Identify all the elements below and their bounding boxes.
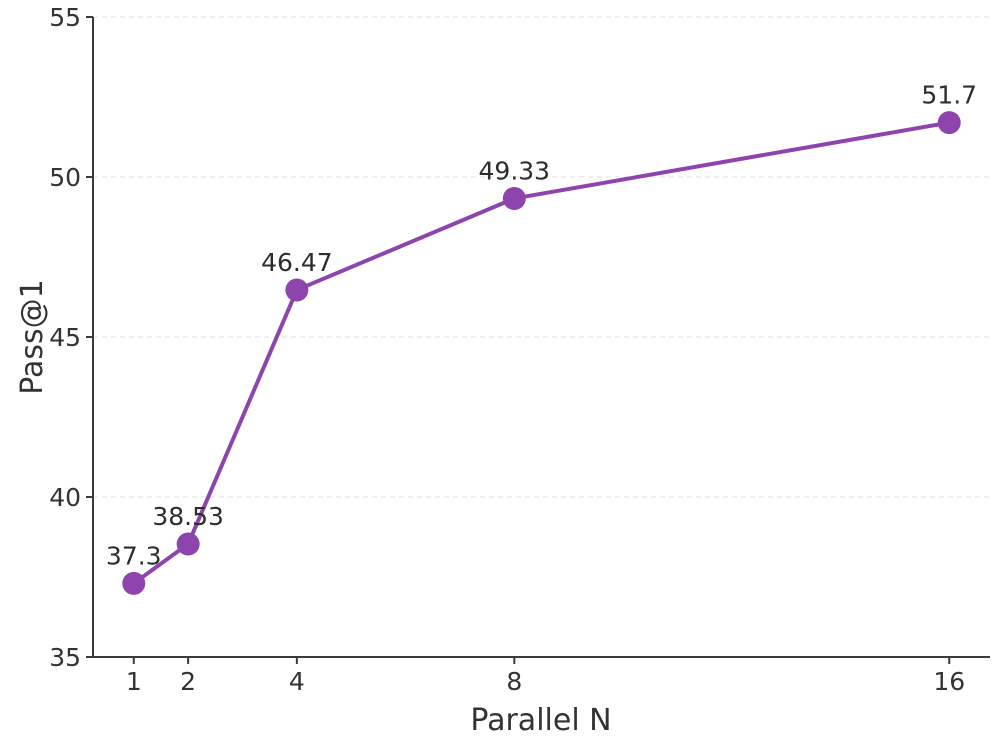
y-tick-label: 50: [49, 163, 81, 192]
data-point: [502, 186, 526, 210]
data-point-label: 38.53: [152, 502, 224, 531]
y-tick-label: 40: [49, 483, 81, 512]
series-layer: [122, 111, 961, 595]
x-tick-label: 1: [126, 667, 142, 696]
x-axis-label: Parallel N: [470, 703, 611, 738]
y-tick-label: 45: [49, 323, 81, 352]
gridlines-layer: [93, 16, 990, 658]
data-point-label: 46.47: [261, 248, 333, 277]
data-point: [285, 278, 309, 302]
series-line: [131, 120, 952, 586]
data-point: [122, 571, 146, 595]
y-tick-label: 35: [49, 643, 81, 672]
axes-layer: 35 40 45 50 55 1 2 4 8 16: [49, 3, 990, 696]
x-tick-label: 16: [933, 667, 965, 696]
data-point-label: 51.7: [921, 81, 977, 110]
data-point-label: 37.3: [106, 541, 162, 570]
data-point: [176, 532, 200, 556]
x-tick-label: 8: [506, 667, 522, 696]
x-tick-label: 4: [289, 667, 305, 696]
data-point: [937, 111, 961, 135]
y-tick-label: 55: [49, 3, 81, 32]
y-axis-label: Pass@1: [15, 279, 50, 394]
data-labels-layer: 37.3 38.53 46.47 49.33 51.7: [106, 81, 977, 571]
x-tick-label: 2: [180, 667, 196, 696]
data-point-label: 49.33: [479, 156, 551, 185]
